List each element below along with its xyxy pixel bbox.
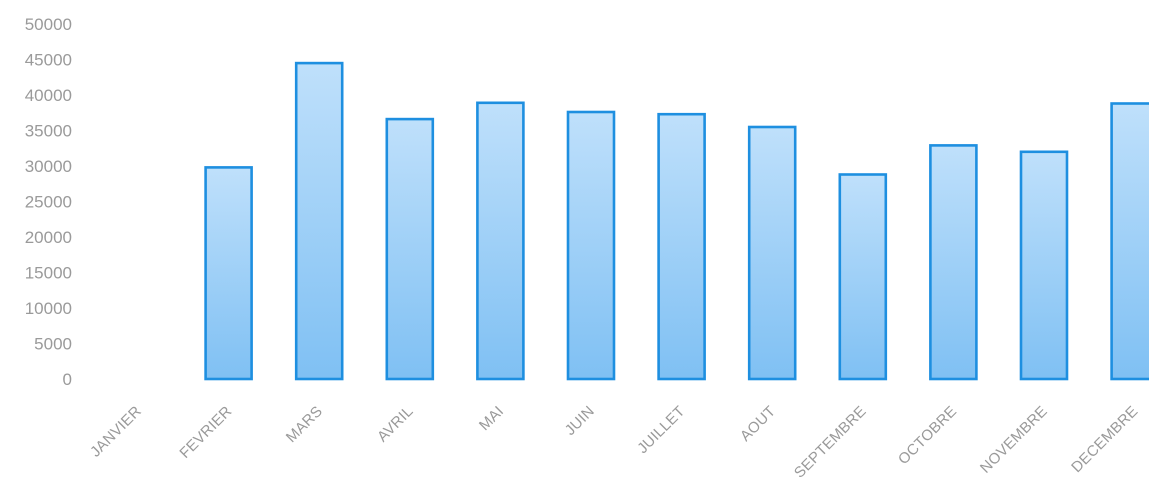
bar-juillet <box>657 112 706 381</box>
x-tick-label: NOVEMBRE <box>977 403 1051 477</box>
y-axis: 0 5000 10000 15000 20000 25000 30000 35000 40000… <box>25 15 72 389</box>
x-tick-label: OCTOBRE <box>895 403 960 468</box>
bar-octobre <box>929 144 978 381</box>
x-tick-label: SEPTEMBRE <box>791 403 870 482</box>
y-tick-label: 15000 <box>25 264 72 283</box>
x-axis: JANVIER FEVRIER MARS AVRIL MAI JUIN JUILLET AOU… <box>87 403 1141 482</box>
x-tick-label: JUILLET <box>634 403 688 457</box>
y-tick-label: 30000 <box>25 157 72 176</box>
x-tick-label: AVRIL <box>374 403 417 446</box>
bar-juin <box>566 110 616 381</box>
x-tick-label: AOUT <box>737 403 779 445</box>
y-tick-label: 5000 <box>34 335 72 354</box>
bar-mai <box>476 101 525 381</box>
x-tick-label: JANVIER <box>87 403 145 461</box>
x-tick-label: MAI <box>476 403 507 434</box>
bar-fevrier <box>204 166 253 381</box>
bar-aout <box>747 125 797 381</box>
x-tick-label: MARS <box>283 403 326 446</box>
bar-novembre <box>1019 150 1069 381</box>
bar-septembre <box>838 173 888 381</box>
bar-decembre <box>1110 102 1149 381</box>
y-tick-label: 35000 <box>25 122 72 141</box>
bar-mars <box>294 61 344 381</box>
y-tick-label: 0 <box>63 370 72 389</box>
bar-avril <box>385 117 435 381</box>
bars <box>204 61 1149 381</box>
y-tick-label: 50000 <box>25 15 72 34</box>
x-tick-label: DECEMBRE <box>1068 403 1141 476</box>
x-tick-label: JUIN <box>562 403 598 439</box>
y-tick-label: 10000 <box>25 299 72 318</box>
y-tick-label: 45000 <box>25 51 72 70</box>
y-tick-label: 20000 <box>25 228 72 247</box>
y-tick-label: 40000 <box>25 86 72 105</box>
x-tick-label: FEVRIER <box>176 403 235 462</box>
y-tick-label: 25000 <box>25 193 72 212</box>
